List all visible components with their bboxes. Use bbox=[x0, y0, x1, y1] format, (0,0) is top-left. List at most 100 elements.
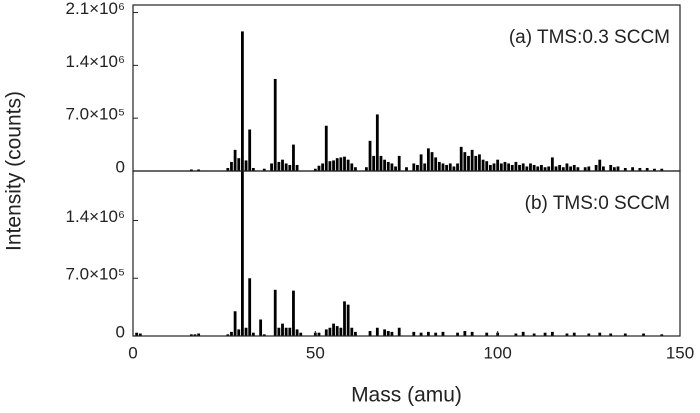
bar bbox=[328, 161, 332, 171]
bar bbox=[288, 327, 292, 336]
bar bbox=[416, 164, 419, 171]
y-tick-label: 1.4×10⁶ bbox=[66, 207, 125, 226]
bar bbox=[328, 327, 332, 336]
y-tick-label: 2.1×10⁶ bbox=[66, 0, 125, 18]
bar bbox=[241, 171, 244, 336]
bar bbox=[499, 163, 503, 171]
bar bbox=[463, 331, 467, 336]
bar bbox=[375, 114, 379, 171]
bar bbox=[434, 332, 438, 336]
bar bbox=[470, 149, 474, 171]
bar bbox=[292, 290, 295, 336]
bar bbox=[554, 166, 558, 171]
bar bbox=[572, 164, 576, 171]
bar bbox=[197, 333, 201, 336]
bar bbox=[244, 160, 248, 171]
bar bbox=[226, 167, 230, 171]
bar bbox=[594, 164, 598, 171]
bar bbox=[525, 166, 529, 171]
bar bbox=[558, 164, 562, 171]
bar bbox=[230, 331, 233, 336]
bar bbox=[576, 167, 580, 171]
bar bbox=[518, 164, 521, 171]
bar bbox=[335, 326, 339, 336]
bar bbox=[467, 155, 470, 171]
bar bbox=[259, 319, 263, 336]
bar bbox=[189, 334, 193, 336]
bar bbox=[653, 168, 656, 171]
bar bbox=[602, 166, 605, 171]
y-tick-label: 7.0×10⁵ bbox=[65, 105, 125, 124]
bar bbox=[488, 164, 492, 171]
bar bbox=[485, 332, 489, 336]
bar bbox=[612, 167, 616, 171]
bar bbox=[350, 327, 354, 336]
bar bbox=[478, 154, 481, 171]
bar bbox=[587, 166, 591, 171]
bar bbox=[532, 164, 536, 171]
bar bbox=[364, 167, 368, 171]
bar bbox=[354, 331, 357, 336]
bar bbox=[623, 167, 627, 171]
bar bbox=[645, 167, 649, 171]
bar bbox=[481, 159, 485, 171]
bar bbox=[485, 161, 489, 171]
bar bbox=[419, 332, 423, 336]
bar bbox=[638, 167, 642, 171]
bar bbox=[543, 167, 547, 171]
x-tick-label: 50 bbox=[306, 343, 325, 362]
bar bbox=[423, 163, 427, 171]
bar bbox=[430, 152, 434, 171]
bar bbox=[346, 159, 350, 171]
bars bbox=[135, 171, 664, 336]
bar bbox=[193, 334, 197, 336]
bar bbox=[138, 333, 142, 336]
bar bbox=[383, 159, 387, 171]
bar bbox=[609, 333, 613, 336]
bar bbox=[536, 166, 540, 171]
bar bbox=[496, 159, 500, 171]
bar bbox=[456, 163, 459, 171]
bar bbox=[292, 144, 295, 171]
annotation: (b) TMS:0 SCCM bbox=[525, 193, 670, 214]
bar bbox=[346, 304, 350, 336]
bar bbox=[572, 332, 576, 336]
bar bbox=[339, 157, 343, 171]
bar bbox=[343, 301, 346, 336]
bar bbox=[317, 332, 321, 336]
bar bbox=[277, 327, 281, 336]
bar bbox=[437, 161, 441, 171]
x-tick-label: 150 bbox=[666, 343, 694, 362]
bar bbox=[390, 163, 394, 171]
bar bbox=[503, 161, 507, 171]
bar bbox=[284, 163, 288, 171]
bar bbox=[295, 329, 299, 336]
bar bbox=[660, 334, 664, 336]
bar bbox=[284, 327, 288, 336]
bar bbox=[565, 163, 569, 171]
bar bbox=[412, 163, 416, 171]
bar bbox=[324, 125, 328, 171]
y-tick-label: 0 bbox=[116, 322, 125, 341]
y-tick-label: 0 bbox=[116, 157, 125, 176]
bar bbox=[270, 163, 273, 171]
bar bbox=[426, 331, 430, 336]
bar bbox=[492, 163, 496, 171]
bar bbox=[281, 159, 284, 171]
x-tick-label: 100 bbox=[483, 343, 511, 362]
bar bbox=[390, 331, 394, 336]
bar bbox=[452, 166, 456, 171]
bar bbox=[281, 323, 284, 336]
bar bbox=[459, 146, 463, 171]
bar bbox=[321, 163, 325, 171]
bar bbox=[514, 333, 518, 336]
bar bbox=[561, 167, 565, 171]
bar bbox=[273, 289, 277, 336]
y-tick-label: 1.4×10⁶ bbox=[66, 52, 125, 71]
bar bbox=[251, 167, 255, 171]
bar bbox=[288, 164, 292, 171]
bar bbox=[273, 78, 277, 171]
bar bbox=[386, 161, 390, 171]
bar bbox=[532, 333, 536, 336]
bar bbox=[660, 168, 664, 171]
